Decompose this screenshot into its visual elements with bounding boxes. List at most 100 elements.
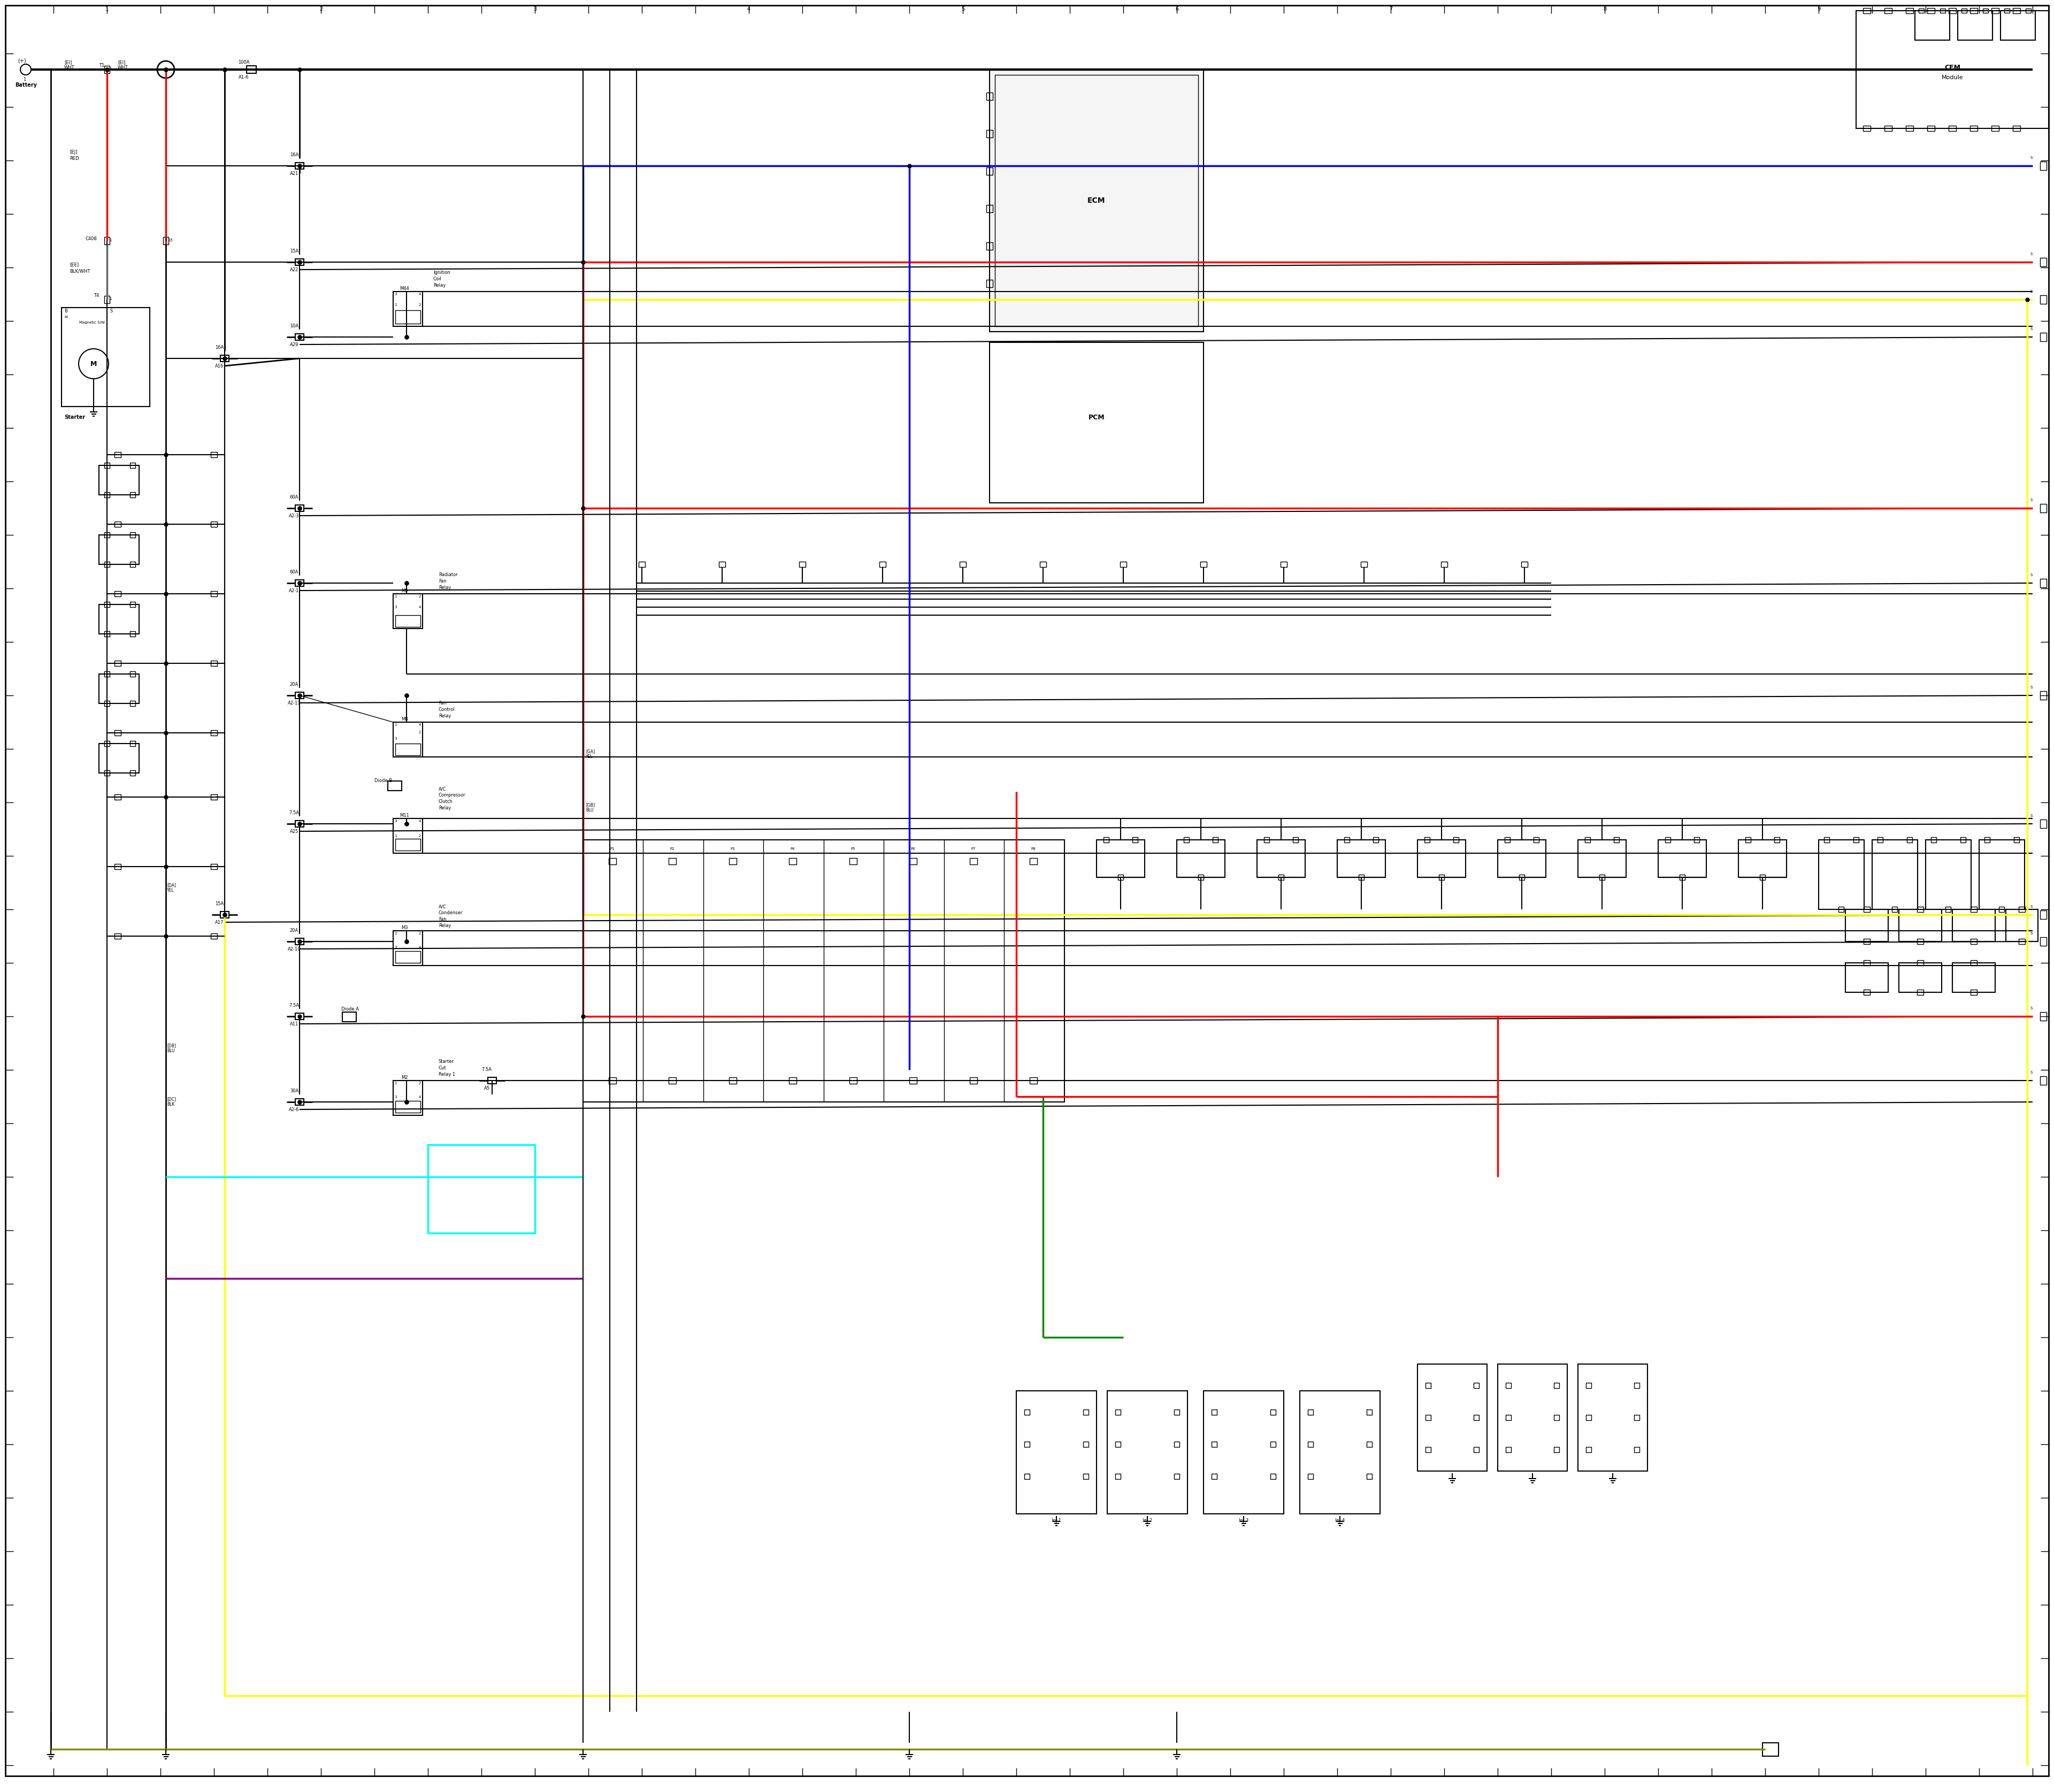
Text: Radiator: Radiator — [440, 572, 458, 577]
Bar — [1818, 840, 1865, 909]
Bar — [392, 292, 423, 326]
Text: ECM: ECM — [1087, 197, 1105, 204]
Bar — [2007, 909, 2038, 941]
Bar — [1200, 561, 1208, 566]
Bar — [1300, 1391, 1380, 1514]
Bar — [394, 1100, 421, 1113]
Bar — [1308, 1441, 1313, 1446]
Text: WHT: WHT — [64, 65, 74, 70]
Bar — [1175, 1410, 1179, 1416]
Bar — [1984, 837, 1990, 842]
Bar — [105, 771, 109, 776]
Bar — [129, 493, 136, 498]
Text: B: B — [64, 308, 68, 314]
Text: S: S — [2029, 573, 2033, 577]
Bar — [1586, 1446, 1592, 1452]
Text: Relay 1: Relay 1 — [440, 1072, 456, 1077]
Text: [DB]
BLU: [DB] BLU — [166, 1043, 177, 1054]
Bar — [212, 661, 218, 667]
Text: Starter: Starter — [440, 1059, 454, 1064]
Text: 3: 3 — [394, 946, 396, 950]
Bar — [1506, 1383, 1512, 1389]
Bar — [1417, 1364, 1487, 1471]
Bar — [1204, 1391, 1284, 1514]
Bar — [1425, 1446, 1432, 1452]
Bar — [1635, 1416, 1639, 1421]
Text: S: S — [2029, 328, 2033, 330]
Bar — [212, 591, 218, 597]
Text: [DA]
YEL: [DA] YEL — [166, 883, 177, 892]
Bar — [1183, 837, 1189, 842]
Text: M: M — [90, 360, 97, 367]
Bar — [2005, 9, 2009, 13]
Bar — [1962, 9, 1968, 13]
Bar — [1175, 1473, 1179, 1478]
Bar — [1025, 1473, 1029, 1478]
Bar — [1425, 1416, 1432, 1421]
Bar — [212, 864, 218, 869]
Text: 2: 2 — [318, 7, 322, 13]
Bar — [1863, 907, 1869, 912]
Bar — [212, 729, 218, 735]
Bar — [296, 333, 304, 340]
Bar — [2040, 504, 2046, 513]
Bar — [990, 342, 1204, 504]
Text: 60A: 60A — [290, 495, 298, 500]
Text: 1: 1 — [109, 297, 111, 301]
Bar — [1212, 837, 1218, 842]
Bar — [1918, 9, 1925, 13]
Bar — [1257, 840, 1304, 878]
Text: C408: C408 — [86, 237, 97, 242]
Bar — [1927, 125, 1935, 131]
Text: WHT: WHT — [117, 65, 127, 70]
Bar — [1473, 1383, 1479, 1389]
Bar — [105, 66, 109, 73]
Bar — [1520, 874, 1524, 880]
Bar — [1115, 1441, 1121, 1446]
Text: 16A: 16A — [290, 152, 298, 158]
Bar — [1440, 874, 1444, 880]
Bar — [670, 858, 676, 864]
Bar — [1308, 1410, 1313, 1416]
Bar — [1949, 125, 1955, 131]
Text: 1: 1 — [109, 68, 111, 70]
Bar — [1970, 907, 1976, 912]
Bar — [799, 561, 805, 566]
Bar — [1425, 1383, 1432, 1389]
Bar — [105, 237, 109, 244]
Bar — [1522, 561, 1528, 566]
Circle shape — [78, 349, 109, 378]
Text: T1: T1 — [99, 63, 105, 68]
Bar — [129, 631, 136, 636]
Bar — [394, 952, 421, 962]
Bar — [1949, 7, 1955, 13]
Bar — [115, 452, 121, 457]
Bar — [105, 631, 109, 636]
Bar — [1107, 1391, 1187, 1514]
Bar — [1417, 840, 1467, 878]
Text: P6: P6 — [910, 848, 916, 851]
Bar — [394, 839, 421, 851]
Text: Battery: Battery — [14, 82, 37, 88]
Bar — [105, 701, 109, 706]
Bar — [1863, 125, 1871, 131]
Bar — [392, 930, 423, 966]
Text: CEM: CEM — [1945, 65, 1960, 72]
Text: A25: A25 — [290, 830, 298, 833]
Bar — [2025, 9, 2031, 13]
Bar — [1898, 909, 1941, 941]
Bar — [105, 296, 109, 303]
Text: A2-11: A2-11 — [288, 701, 300, 706]
Bar — [969, 858, 978, 864]
Bar — [986, 242, 992, 249]
Text: Coil: Coil — [433, 276, 442, 281]
Bar — [129, 740, 136, 745]
Text: [EI]: [EI] — [117, 59, 125, 65]
Bar — [1473, 1416, 1479, 1421]
Bar — [1534, 837, 1538, 842]
Bar — [99, 744, 140, 772]
Bar — [1280, 561, 1288, 566]
Bar — [2019, 907, 2025, 912]
Bar — [1366, 1473, 1372, 1478]
Text: 15A: 15A — [290, 249, 298, 253]
